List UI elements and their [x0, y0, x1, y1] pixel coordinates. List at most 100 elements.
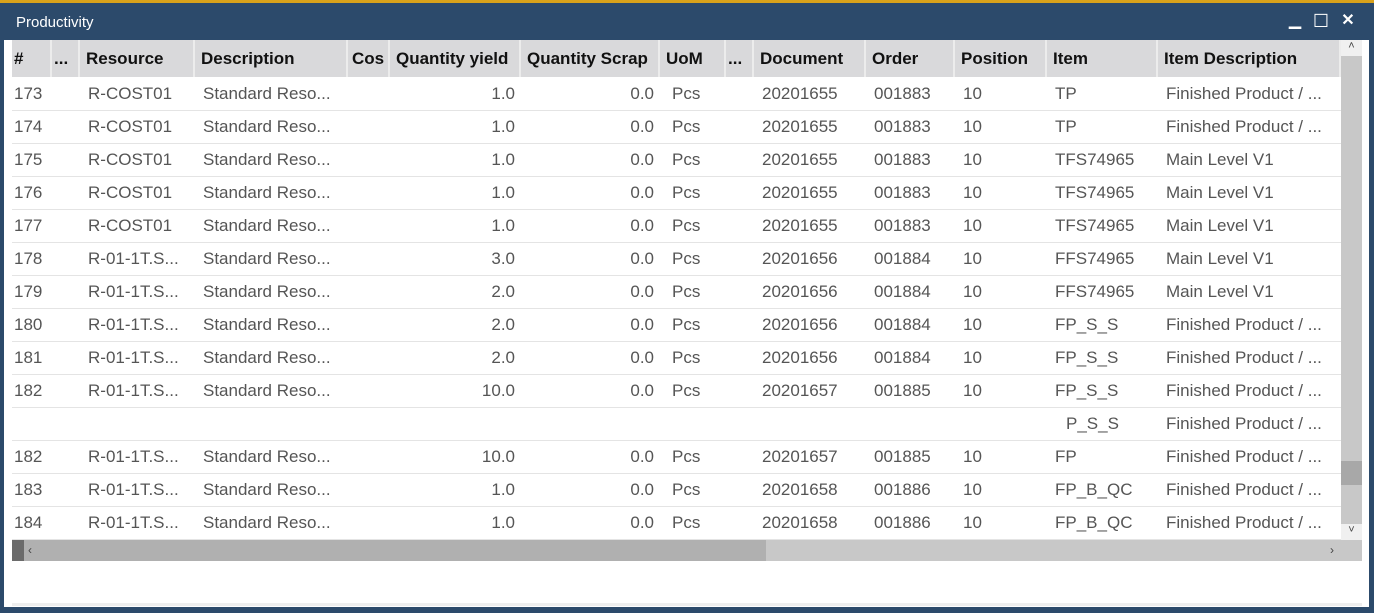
- horizontal-scroll-thumb[interactable]: [24, 540, 766, 561]
- column-header-cost[interactable]: Cos: [348, 40, 390, 77]
- cell-description: Standard Reso...: [203, 183, 331, 202]
- cell-quantity-yield: 2.0: [491, 348, 515, 367]
- cell-resource: R-COST01: [88, 216, 173, 235]
- close-icon[interactable]: ✕: [1341, 12, 1355, 29]
- cell-quantity-yield: [390, 408, 521, 440]
- column-header-resource[interactable]: Resource: [80, 40, 195, 77]
- minimize-icon[interactable]: ▁: [1288, 12, 1302, 29]
- cell-item: FP_S_S: [1055, 381, 1119, 400]
- column-header-description[interactable]: Description: [195, 40, 348, 77]
- table-row[interactable]: 175 R-COST01 Standard Reso... 1.0 0.0 Pcs 2020…: [12, 144, 1341, 177]
- horizontal-scrollbar[interactable]: ‹ ›: [12, 540, 1362, 561]
- cell-col-ellipsis-1: [52, 144, 80, 176]
- cell-cost: [348, 408, 390, 440]
- cell-position: 10: [963, 480, 982, 499]
- cell-description: Standard Reso...: [203, 315, 331, 334]
- scroll-down-icon[interactable]: ˅: [1341, 524, 1362, 540]
- column-header-order[interactable]: Order: [866, 40, 955, 77]
- table-row[interactable]: 182 R-01-1T.S... Standard Reso... 10.0 0.0 Pc…: [12, 441, 1341, 474]
- cell-item: TFS74965: [1055, 216, 1135, 235]
- table-row[interactable]: 176 R-COST01 Standard Reso... 1.0 0.0 Pcs 2020…: [12, 177, 1341, 210]
- cell-item-description: Finished Product / ...: [1166, 414, 1322, 433]
- cell-quantity-scrap: 0.0: [630, 315, 654, 334]
- cell-uom: Pcs: [672, 447, 701, 466]
- cell-col-ellipsis-1: [52, 177, 80, 209]
- cell-description: Standard Reso...: [203, 381, 331, 400]
- cell-cost: [348, 276, 390, 308]
- cell-position: 10: [963, 315, 982, 334]
- scroll-up-icon[interactable]: ˄: [1341, 40, 1362, 56]
- table-row[interactable]: 174 R-COST01 Standard Reso... 1.0 0.0 Pcs 2020…: [12, 111, 1341, 144]
- cell-order: 001884: [874, 315, 931, 334]
- vertical-scroll-thumb[interactable]: [1341, 461, 1362, 485]
- cell-item: TP: [1055, 84, 1077, 103]
- window-content: #... Resource Description Cos Quantity yield…: [4, 40, 1369, 607]
- cell-position: 10: [963, 183, 982, 202]
- cell-cost: [348, 507, 390, 539]
- cell-row-number: 176: [14, 183, 43, 202]
- table-row[interactable]: 178 R-01-1T.S... Standard Reso... 3.0 0.0 Pcs…: [12, 243, 1341, 276]
- cell-item-description: Finished Product / ...: [1166, 381, 1322, 400]
- cell-uom: Pcs: [672, 249, 701, 268]
- scroll-right-icon[interactable]: ›: [1330, 543, 1334, 557]
- table-row[interactable]: 182 R-01-1T.S... Standard Reso... 10.0 0.0 Pc…: [12, 375, 1341, 408]
- cell-resource: R-01-1T.S...: [88, 447, 179, 466]
- cell-row-number: 173: [14, 84, 43, 103]
- column-header-uom[interactable]: UoM: [660, 40, 726, 77]
- cell-description: Standard Reso...: [203, 84, 331, 103]
- cell-cost: [348, 144, 390, 176]
- column-header-row-number[interactable]: #: [12, 40, 52, 77]
- cell-cost: [348, 243, 390, 275]
- cell-row-number: 183: [14, 480, 43, 499]
- table-row[interactable]: 181 R-01-1T.S... Standard Reso... 2.0 0.0 Pcs…: [12, 342, 1341, 375]
- cell-cost: [348, 441, 390, 473]
- cell-row-number: 175: [14, 150, 43, 169]
- column-header-position[interactable]: Position: [955, 40, 1047, 77]
- cell-order: 001886: [874, 513, 931, 532]
- cell-row-number: 179: [14, 282, 43, 301]
- cell-document: 20201655: [762, 117, 838, 136]
- title-bar[interactable]: Productivity ▁ ☐ ✕: [0, 3, 1374, 40]
- cell-col-ellipsis-2: [726, 243, 754, 275]
- cell-uom: Pcs: [672, 282, 701, 301]
- cell-description: Standard Reso...: [203, 348, 331, 367]
- table-row[interactable]: 173 R-COST01 Standard Reso... 1.0 0.0 Pcs 2020…: [12, 78, 1341, 111]
- cell-quantity-yield: 1.0: [491, 216, 515, 235]
- maximize-icon[interactable]: ☐: [1312, 11, 1330, 31]
- vertical-scrollbar[interactable]: ˄ ˅: [1341, 40, 1362, 540]
- table-row[interactable]: 177 R-COST01 Standard Reso... 1.0 0.0 Pcs 2020…: [12, 210, 1341, 243]
- cell-col-ellipsis-1: [52, 111, 80, 143]
- cell-item: TFS74965: [1055, 183, 1135, 202]
- column-header-quantity-yield[interactable]: Quantity yield: [390, 40, 521, 77]
- table-row[interactable]: 183 R-01-1T.S... Standard Reso... 1.0 0.0 Pcs…: [12, 474, 1341, 507]
- cell-quantity-scrap: 0.0: [630, 183, 654, 202]
- cell-col-ellipsis-2: [726, 441, 754, 473]
- cell-item-description: Finished Product / ...: [1166, 513, 1322, 532]
- cell-quantity-yield: 1.0: [491, 183, 515, 202]
- table-row[interactable]: P_S_S Finished Product / ...: [12, 408, 1341, 441]
- column-header-col-ellipsis-1[interactable]: ...: [52, 40, 80, 77]
- cell-order: 001883: [874, 117, 931, 136]
- table-row[interactable]: 180 R-01-1T.S... Standard Reso... 2.0 0.0 Pcs…: [12, 309, 1341, 342]
- cell-description: Standard Reso...: [203, 150, 331, 169]
- cell-row-number: 178: [14, 249, 43, 268]
- cell-col-ellipsis-1: [52, 441, 80, 473]
- table-row[interactable]: 184 R-01-1T.S... Standard Reso... 1.0 0.0 Pcs…: [12, 507, 1341, 540]
- cell-cost: [348, 342, 390, 374]
- cell-row-number: 174: [14, 117, 43, 136]
- scroll-left-icon[interactable]: ‹: [28, 543, 32, 557]
- column-header-quantity-scrap[interactable]: Quantity Scrap: [521, 40, 660, 77]
- cell-row-number: 184: [14, 513, 43, 532]
- cell-resource: R-01-1T.S...: [88, 348, 179, 367]
- column-header-item[interactable]: Item: [1047, 40, 1158, 77]
- table-row[interactable]: 179 R-01-1T.S... Standard Reso... 2.0 0.0 Pcs…: [12, 276, 1341, 309]
- cell-item: TP: [1055, 117, 1077, 136]
- cell-col-ellipsis-2: [726, 474, 754, 506]
- cell-order: 001884: [874, 348, 931, 367]
- cell-resource: R-COST01: [88, 84, 173, 103]
- cell-col-ellipsis-2: [726, 177, 754, 209]
- cell-position: 10: [963, 282, 982, 301]
- column-header-col-ellipsis-2[interactable]: ...: [726, 40, 754, 77]
- column-header-document[interactable]: Document: [754, 40, 866, 77]
- column-header-item-description[interactable]: Item Description: [1158, 40, 1341, 77]
